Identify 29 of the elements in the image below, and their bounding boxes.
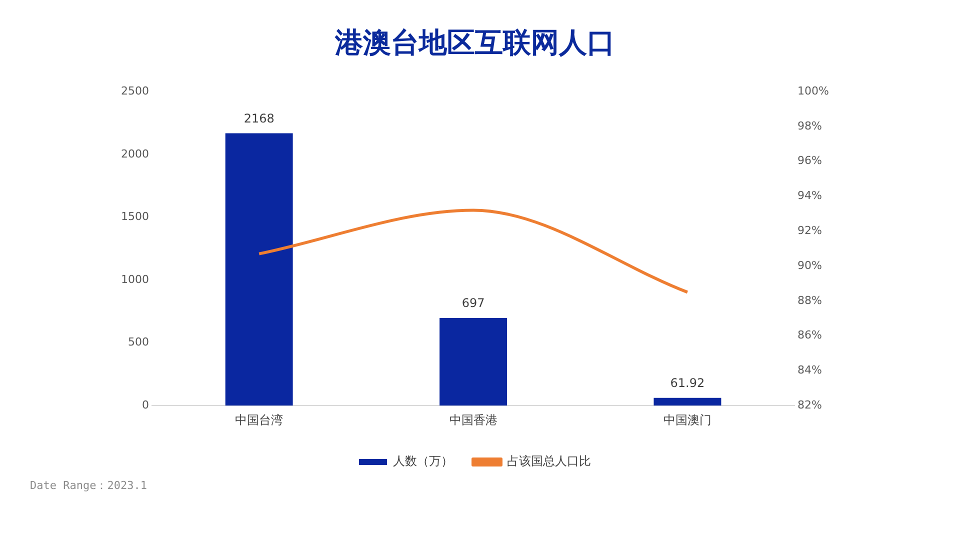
bar: [654, 398, 722, 406]
y2-tick-label: 84%: [798, 364, 822, 377]
y2-tick-label: 86%: [798, 328, 822, 342]
y-tick-label: 500: [128, 336, 149, 349]
legend-label: 占该国总人口比: [507, 454, 591, 468]
y2-tick-label: 92%: [798, 224, 822, 238]
y2-tick-label: 82%: [798, 398, 822, 412]
legend-label: 人数（万）: [393, 454, 453, 468]
data-label: 2168: [244, 111, 274, 126]
y-tick-label: 2000: [120, 147, 149, 160]
y2-tick-label: 90%: [798, 258, 822, 272]
y2-tick-label: 100%: [798, 84, 830, 98]
x-tick-label: 中国台湾: [235, 412, 284, 427]
y2-tick-label: 96%: [798, 154, 822, 168]
x-tick-label: 中国澳门: [663, 412, 712, 427]
y-tick-label: 0: [142, 398, 149, 412]
bar: [225, 133, 293, 406]
data-label: 697: [462, 296, 485, 310]
x-tick-label: 中国香港: [449, 412, 498, 427]
y2-tick-label: 88%: [798, 294, 822, 307]
data-label: 61.92: [670, 376, 705, 390]
y2-tick-label: 98%: [798, 119, 822, 132]
y-tick-label: 1000: [120, 272, 149, 286]
y-tick-label: 1500: [120, 210, 149, 224]
chart-title: 港澳台地区互联网人口: [334, 26, 615, 60]
y2-tick-label: 94%: [798, 189, 822, 202]
text: Date Range：2023.1: [30, 478, 148, 494]
bar: [440, 318, 508, 406]
y-tick-label: 2500: [120, 84, 149, 98]
